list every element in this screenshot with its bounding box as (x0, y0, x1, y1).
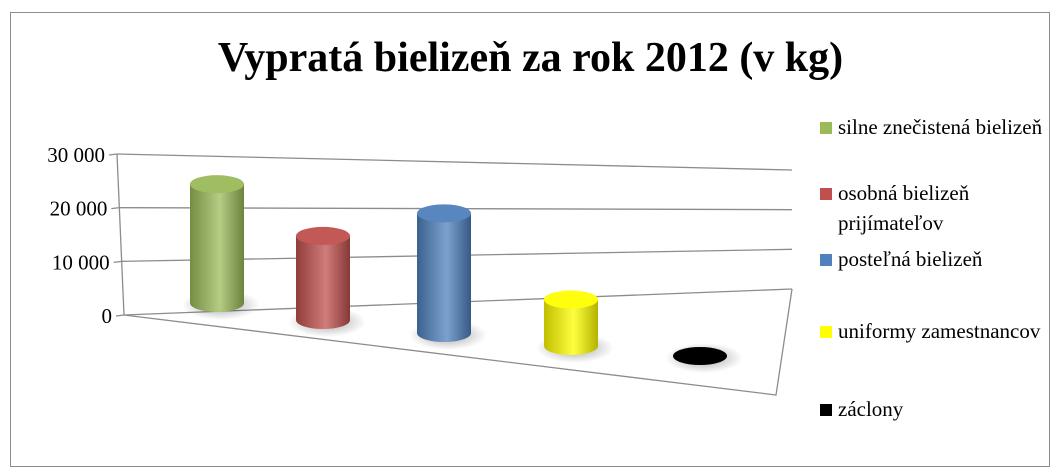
y-axis-line (116, 153, 125, 316)
gridline (116, 153, 793, 171)
bar-top (673, 347, 727, 365)
legend-label: osobná bielizeň prijímateľov (838, 181, 970, 235)
legend-swatch (820, 326, 832, 338)
legend-item: osobná bielizeň prijímateľov (818, 178, 1054, 244)
y-tick-label: 20 000 (50, 197, 108, 221)
y-tick-label: 0 (102, 304, 113, 328)
legend-label: záclony (838, 397, 904, 421)
chart-title: Vypratá bielizeň za rok 2012 (v kg) (217, 35, 844, 81)
legend: silne znečistená bielizeň osobná bielize… (818, 112, 1054, 424)
bar-top (296, 226, 350, 245)
bar-body (544, 299, 598, 355)
tick-mark (113, 260, 122, 263)
bars (182, 175, 743, 373)
bar (182, 175, 260, 320)
tick-mark (115, 314, 125, 317)
y-tick-label: 30 000 (47, 143, 105, 167)
bar (409, 204, 487, 350)
bar-top (417, 204, 471, 223)
bar (536, 290, 614, 363)
legend-item: posteľná bielizeň (818, 244, 1054, 316)
floor-edge (123, 288, 793, 396)
bar-body (417, 213, 471, 342)
chart-frame (10, 12, 1050, 467)
legend-label: uniformy zamestnancov (838, 319, 1041, 343)
legend-swatch (820, 122, 832, 134)
legend-label: silne znečistená bielizeň (838, 115, 1043, 139)
legend-swatch (820, 404, 832, 416)
legend-swatch (820, 188, 832, 200)
bar (288, 226, 366, 337)
bar-body (190, 184, 244, 312)
legend-item: silne znečistená bielizeň (818, 112, 1054, 178)
bar-top (544, 290, 598, 309)
legend-label: posteľná bielizeň (838, 247, 983, 271)
tick-mark (108, 153, 118, 156)
tick-mark (111, 207, 120, 210)
bar-body (296, 235, 350, 329)
legend-item: záclony (818, 394, 1054, 424)
bar (665, 343, 743, 373)
bar-top (190, 175, 244, 194)
legend-item: uniformy zamestnancov (818, 316, 1054, 394)
y-tick-label: 10 000 (52, 250, 110, 274)
legend-swatch (820, 254, 832, 266)
y-axis-ticks: 0 10 000 20 000 30 000 (47, 143, 112, 328)
